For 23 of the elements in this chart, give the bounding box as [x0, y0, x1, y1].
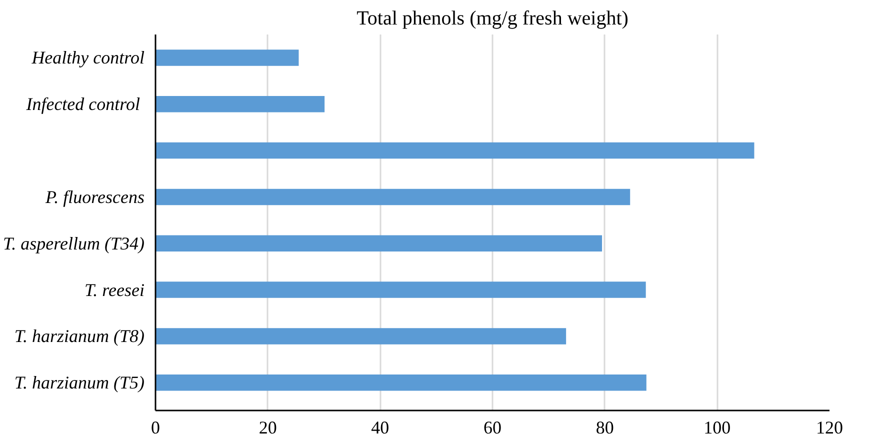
bar: [156, 235, 602, 252]
x-tick-label: 0: [151, 418, 160, 436]
y-tick-label: Healthy control: [30, 48, 145, 68]
bar: [156, 328, 566, 344]
bar: [156, 142, 754, 159]
bar: [156, 282, 646, 298]
x-tick-label: 100: [704, 418, 731, 436]
x-tick-label: 120: [816, 418, 843, 436]
chart-title: Total phenols (mg/g fresh weight): [356, 8, 628, 30]
x-tick-label: 40: [371, 418, 390, 436]
y-tick-label: T. harzianum (T8): [14, 326, 145, 346]
y-tick-label: P. fluorescens: [44, 186, 145, 207]
y-tick-label: T. reesei: [84, 280, 145, 300]
x-tick-label: 20: [258, 418, 277, 436]
bar: [156, 188, 630, 206]
x-tick-label: 60: [484, 418, 502, 436]
bar: [156, 96, 325, 112]
y-tick-label: T. harzianum (T5): [14, 372, 145, 393]
bar: [156, 50, 299, 66]
y-tick-label: Infected control: [25, 94, 140, 114]
y-tick-label: T. asperellum (T34): [3, 233, 145, 254]
x-tick-label: 80: [596, 418, 614, 436]
bar: [156, 374, 646, 391]
